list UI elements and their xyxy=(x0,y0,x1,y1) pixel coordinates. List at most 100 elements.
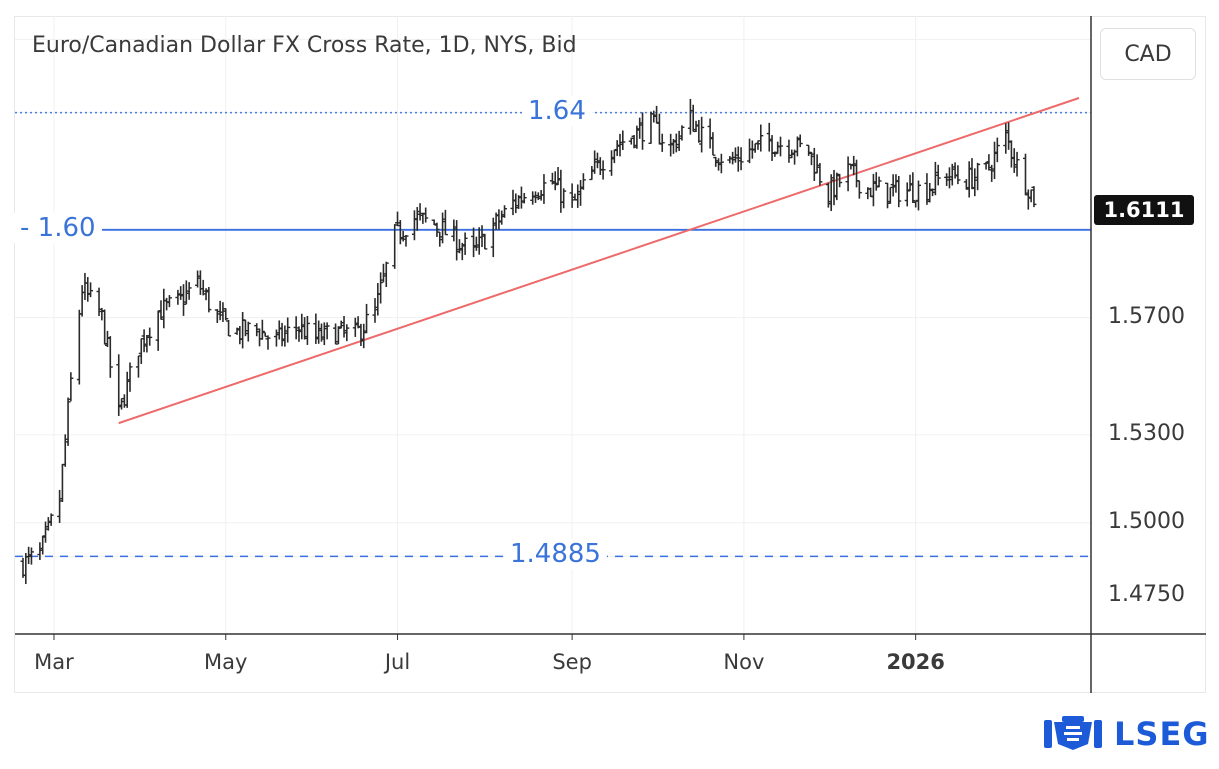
ohlc-bar xyxy=(476,227,482,255)
ohlc-bar xyxy=(893,174,899,193)
ohlc-bar xyxy=(558,169,564,213)
ohlc-bar xyxy=(85,277,91,302)
x-tick-label: Sep xyxy=(552,650,592,674)
ohlc-bar xyxy=(197,270,203,295)
ohlc-bar xyxy=(127,362,133,392)
ohlc-bar xyxy=(442,209,448,236)
ohlc-bar xyxy=(48,513,54,526)
ohlc-bar xyxy=(654,105,660,124)
ohlc-bar xyxy=(955,165,961,185)
support-trendline xyxy=(118,97,1080,425)
ohlc-bar xyxy=(245,321,251,342)
ohlc-bar xyxy=(952,162,958,179)
ohlc-bar xyxy=(561,188,567,209)
ohlc-bar xyxy=(411,210,417,241)
ohlc-bar xyxy=(696,120,702,143)
ohlc-bar xyxy=(994,137,1000,163)
ohlc-bar xyxy=(797,134,803,148)
ohlc-bar xyxy=(1008,140,1014,168)
ohlc-bar xyxy=(254,323,260,337)
axes xyxy=(15,16,1206,693)
ohlc-bar xyxy=(107,336,113,378)
ohlc-bar xyxy=(414,207,420,231)
ohlc-bar xyxy=(285,317,291,343)
ohlc-bar xyxy=(510,189,516,216)
ohlc-bar xyxy=(609,150,615,176)
ohlc-bar xyxy=(380,263,386,283)
ohlc-bar xyxy=(814,154,820,174)
ohlc-bar xyxy=(673,133,679,153)
ohlc-bar xyxy=(966,161,972,198)
ohlc-bar xyxy=(614,140,620,156)
ohlc-bar xyxy=(513,193,519,214)
ohlc-bar xyxy=(141,329,147,353)
ohlc-bar xyxy=(1022,153,1028,196)
ohlc-bar xyxy=(26,546,32,565)
ohlc-bar xyxy=(181,284,187,316)
ohlc-bar xyxy=(257,328,263,347)
ohlc-bar xyxy=(1011,148,1017,173)
ohlc-bar xyxy=(316,320,322,344)
ohlc-bar xyxy=(555,167,561,186)
trendline-layer xyxy=(118,97,1080,425)
ohlc-bar xyxy=(707,118,713,149)
ohlc-bar xyxy=(752,143,758,153)
ohlc-bar xyxy=(1003,123,1009,154)
ohlc-bar xyxy=(440,212,446,244)
ohlc-bar xyxy=(885,182,891,209)
ohlc-bar xyxy=(392,224,398,269)
ohlc-bar xyxy=(1006,122,1012,150)
lseg-logo[interactable]: LSEG xyxy=(1042,714,1210,754)
price-levels xyxy=(15,111,1091,558)
ohlc-bar xyxy=(462,232,468,255)
ohlc-bar xyxy=(617,133,623,157)
ohlc-bar xyxy=(620,130,626,151)
ohlc-bar xyxy=(699,116,705,153)
ohlc-bar xyxy=(589,165,595,181)
ohlc-bar xyxy=(104,330,110,348)
ohlc-bar xyxy=(40,535,46,555)
ohlc-bar xyxy=(161,288,167,329)
last-price-badge: 1.6111 xyxy=(1094,195,1194,225)
ohlc-bar xyxy=(155,310,161,351)
ohlc-bar xyxy=(969,158,975,190)
ohlc-bar xyxy=(569,183,575,208)
ohlc-bar xyxy=(758,124,764,152)
ohlc-bar xyxy=(727,156,733,164)
ohlc-bar xyxy=(611,149,617,164)
level-1-60-label: - 1.60 xyxy=(14,212,102,243)
ohlc-bar xyxy=(397,220,403,245)
ohlc-bar xyxy=(910,172,916,203)
ohlc-bar xyxy=(735,146,741,172)
ohlc-bar xyxy=(79,285,85,317)
ohlc-bar xyxy=(975,162,981,191)
level-1-64-label: 1.64 xyxy=(522,95,592,126)
ohlc-bar xyxy=(265,335,271,350)
ohlc-bar xyxy=(856,180,862,199)
ohlc-bar xyxy=(175,289,181,305)
ohlc-bar xyxy=(530,191,536,205)
ohlc-bar xyxy=(242,319,248,337)
ohlc-bar xyxy=(915,180,921,211)
ohlc-bar xyxy=(640,112,646,150)
ohlc-bar xyxy=(541,174,547,204)
ohlc-bar xyxy=(88,282,94,298)
ohlc-bar xyxy=(1014,151,1020,177)
y-tick-label: 1.5000 xyxy=(1108,508,1185,534)
ohlc-bar xyxy=(831,169,837,206)
ohlc-bar xyxy=(318,323,324,342)
ohlc-bar xyxy=(37,542,43,560)
ohlc-bar xyxy=(594,152,600,169)
ohlc-bar xyxy=(296,326,302,342)
lseg-crest-icon xyxy=(1044,716,1102,750)
ohlc-bar xyxy=(496,209,502,230)
ohlc-bar xyxy=(786,139,792,163)
lseg-wordmark: LSEG xyxy=(1114,715,1210,753)
currency-selector[interactable]: CAD xyxy=(1100,28,1196,80)
chart-title: Euro/Canadian Dollar FX Cross Rate, 1D, … xyxy=(32,33,577,58)
ohlc-bar xyxy=(817,163,823,186)
ohlc-bar xyxy=(738,147,744,171)
ohlc-bar xyxy=(718,153,724,174)
ohlc-bar xyxy=(195,270,201,288)
